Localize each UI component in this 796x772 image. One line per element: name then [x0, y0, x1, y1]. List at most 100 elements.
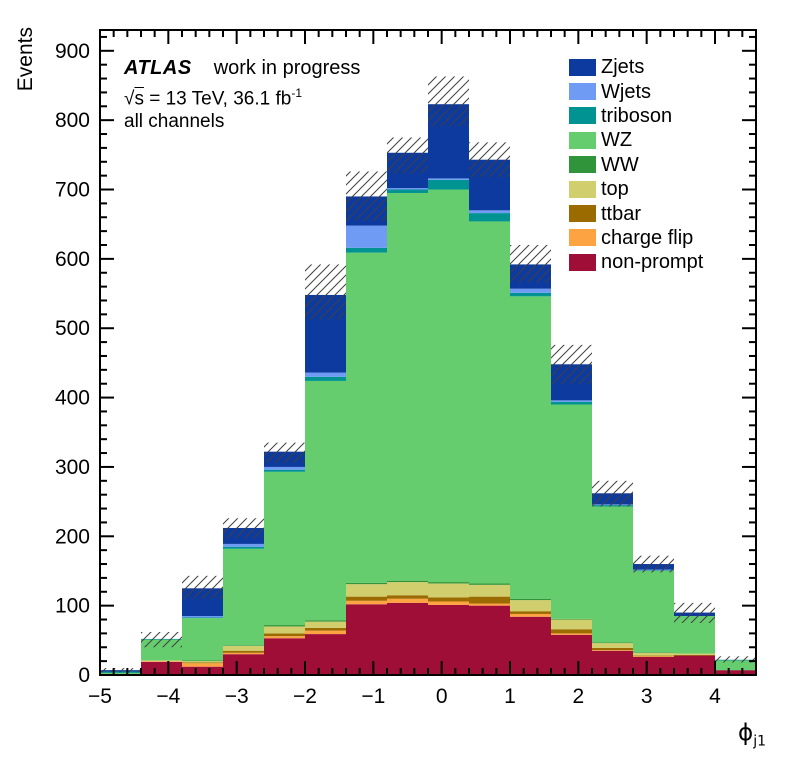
y-tick-label: 900: [55, 40, 90, 63]
y-tick-label: 600: [55, 248, 90, 271]
histogram-bar-segment: [510, 292, 551, 297]
histogram-bar-segment: [387, 595, 428, 599]
uncertainty-band: [633, 555, 674, 573]
x-tick-label: −4: [156, 685, 180, 708]
legend-item-wjets: Wjets: [569, 79, 703, 103]
y-tick-label: 0: [78, 664, 90, 687]
histogram-bar-segment: [715, 670, 756, 675]
uncertainty-band: [510, 245, 551, 283]
legend-swatch: [569, 253, 596, 271]
histogram-bar-segment: [264, 626, 305, 634]
x-tick-label: 3: [641, 685, 653, 708]
legend-swatch: [569, 107, 596, 125]
uncertainty-band: [346, 171, 387, 221]
histogram-bar-segment: [141, 661, 182, 675]
histogram-bar-segment: [674, 653, 715, 655]
histogram-bar-segment: [551, 634, 592, 675]
histogram-bar-segment: [305, 634, 346, 675]
histogram-bar-segment: [346, 596, 387, 601]
x-axis-subscript: j1: [753, 733, 766, 750]
histogram-bar-segment: [223, 546, 264, 549]
histogram-bar-segment: [305, 627, 346, 631]
y-tick-label: 700: [55, 179, 90, 202]
histogram-bar-segment: [633, 652, 674, 653]
histogram-bar-segment: [264, 638, 305, 675]
legend-swatch: [569, 131, 596, 149]
uncertainty-band: [141, 632, 182, 648]
legend-item-non-prompt: non-prompt: [569, 250, 703, 274]
histogram-bar-segment: [346, 584, 387, 597]
histogram-bar-segment: [428, 582, 469, 584]
legend-item-ttbar: ttbar: [569, 201, 703, 225]
y-tick-label: 400: [55, 387, 90, 410]
histogram-bar-segment: [223, 548, 264, 646]
x-axis-symbol: ϕ: [738, 720, 754, 746]
histogram-bar-segment: [223, 652, 264, 655]
x-tick-label: 0: [436, 685, 448, 708]
histogram-bar-segment: [551, 633, 592, 635]
luminosity-annotation: √s = 13 TeV, 36.1 fb-1: [124, 86, 302, 110]
histogram-bar-segment: [551, 618, 592, 620]
histogram-bar-segment: [264, 633, 305, 637]
histogram-bar-segment: [510, 616, 551, 675]
x-axis-title: ϕj1: [738, 720, 766, 750]
histogram-bar-segment: [510, 288, 551, 293]
histogram-bar-segment: [305, 372, 346, 377]
histogram-bar-segment: [633, 655, 674, 657]
histogram-bar-segment: [469, 583, 510, 585]
histogram-bar-segment: [510, 296, 551, 599]
x-tick-label: 4: [709, 685, 721, 708]
histogram-bar-segment: [346, 247, 387, 253]
legend-label: Zjets: [601, 56, 645, 79]
y-axis-title: Events: [14, 27, 37, 92]
histogram-bar-segment: [182, 661, 223, 663]
legend-swatch: [569, 205, 596, 223]
histogram-bar-segment: [551, 401, 592, 405]
histogram-bar-segment: [469, 603, 510, 606]
histogram-bar-segment: [305, 620, 346, 622]
legend-swatch: [569, 58, 596, 76]
y-tick-label: 500: [55, 317, 90, 340]
histogram-bar-segment: [510, 598, 551, 601]
legend-swatch: [569, 83, 596, 101]
lumi-exponent: -1: [291, 86, 302, 100]
histogram-bar-segment: [633, 570, 674, 653]
histogram-bar-segment: [346, 582, 387, 585]
status-label: work in progress: [213, 57, 361, 79]
histogram-bar-segment: [264, 469, 305, 472]
legend-swatch: [569, 229, 596, 247]
histogram-bar-segment: [592, 647, 633, 651]
histogram-bar-segment: [305, 380, 346, 621]
histogram-bar-segment: [100, 672, 141, 675]
legend-label: triboson: [601, 104, 673, 127]
histogram-bar-segment: [223, 650, 264, 653]
histogram-bar-segment: [223, 645, 264, 646]
histogram-bar-segment: [469, 221, 510, 584]
y-tick-label: 100: [55, 595, 90, 618]
legend-item-zjets: Zjets: [569, 55, 703, 79]
histogram-bar-segment: [387, 580, 428, 583]
sqrt-symbol: √: [124, 88, 135, 110]
histogram-bar-segment: [551, 404, 592, 619]
legend-label: charge flip: [601, 226, 694, 249]
histogram-bar-segment: [469, 210, 510, 214]
histogram-bar-segment: [551, 629, 592, 634]
lumi-text: = 13 TeV, 36.1 fb: [143, 88, 292, 110]
legend-item-top: top: [569, 177, 703, 201]
histogram-bar-segment: [141, 661, 182, 662]
histogram-bar-segment: [141, 660, 182, 662]
x-tick-label: −1: [361, 685, 385, 708]
histogram-bar-segment: [387, 188, 428, 190]
histogram-bar-segment: [715, 660, 756, 671]
histogram-bar-segment: [633, 652, 674, 656]
histogram-bar-segment: [428, 597, 469, 602]
histogram-bar-segment: [510, 611, 551, 614]
histogram-bar-segment: [223, 645, 264, 651]
uncertainty-band: [182, 575, 223, 599]
histogram-bar-segment: [510, 600, 551, 612]
histogram-bar-segment: [387, 189, 428, 193]
histogram-bar-segment: [182, 662, 223, 664]
histogram-bar-segment: [346, 600, 387, 605]
histogram-bar-segment: [428, 189, 469, 583]
